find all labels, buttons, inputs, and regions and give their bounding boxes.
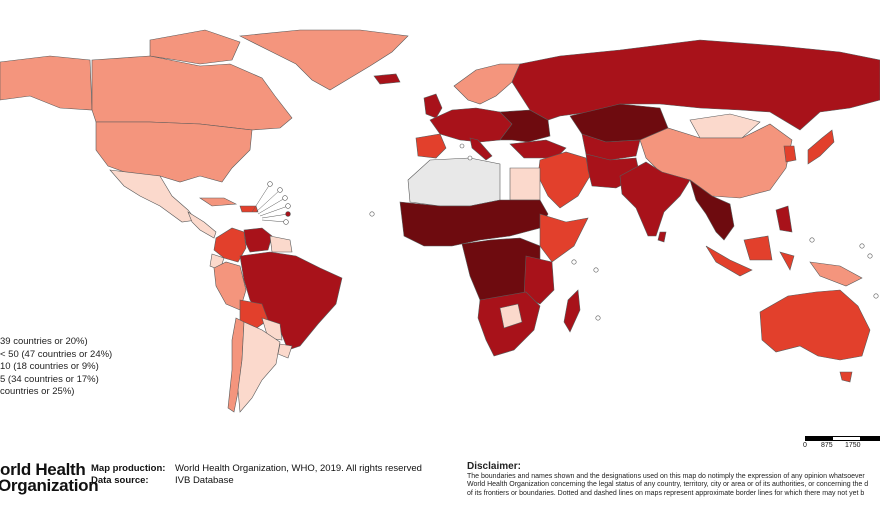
- middle-east: [537, 151, 591, 209]
- east-africa: [523, 255, 555, 305]
- map-credits: Map production: World Health Organization…: [91, 463, 422, 487]
- italy: [469, 137, 493, 161]
- sri-lanka: [657, 231, 667, 243]
- mexico: [109, 169, 197, 223]
- region-africa: [399, 157, 589, 357]
- data-source-value: IVB Database: [175, 475, 234, 486]
- scale-bar: 0 875 1750: [803, 436, 880, 456]
- venezuela: [243, 227, 273, 253]
- legend-row: 5 (34 countries or 17%): [0, 373, 99, 385]
- map-production-value: World Health Organization, WHO, 2019. Al…: [175, 463, 422, 474]
- turkey: [509, 139, 567, 159]
- legend: 39 countries or 20%) < 50 (47 countries …: [0, 306, 112, 399]
- data-source-label: Data source:: [91, 475, 149, 486]
- argentina: [237, 321, 281, 413]
- scale-tick: 0: [803, 442, 807, 449]
- peru: [213, 261, 247, 311]
- korea: [783, 145, 797, 163]
- guianas: [269, 235, 293, 253]
- iberia: [415, 133, 447, 159]
- north-africa: [407, 157, 501, 207]
- disclaimer-line: World Health Organization concerning the…: [467, 481, 869, 489]
- western-europe: [429, 107, 513, 143]
- indonesia: [705, 235, 795, 277]
- uk-ireland: [423, 93, 443, 119]
- botswana-zimbabwe: [499, 303, 523, 329]
- scale-bar-graphic: [805, 436, 880, 441]
- legend-row: < 50 (47 countries or 24%): [0, 348, 113, 360]
- japan: [807, 129, 835, 165]
- region-north-america: [0, 29, 409, 239]
- alaska: [0, 55, 93, 111]
- papua: [809, 261, 863, 287]
- philippines: [775, 205, 793, 233]
- scale-tick: 875: [821, 442, 833, 449]
- logo-line-1: orld Health: [0, 460, 86, 479]
- australia: [759, 289, 871, 361]
- small-territory-markers: [251, 143, 879, 321]
- disclaimer-title: Disclaimer:: [467, 461, 521, 472]
- canada: [91, 55, 293, 131]
- bolivia: [239, 299, 269, 331]
- logo-line-2: Organization: [0, 476, 99, 495]
- iceland: [373, 73, 401, 85]
- disclaimer-line: The boundaries and names shown and the d…: [467, 473, 865, 480]
- usa: [95, 121, 253, 183]
- mongolia: [689, 113, 761, 139]
- scale-tick: 1750: [845, 442, 861, 449]
- egypt: [509, 167, 541, 201]
- uruguay: [277, 343, 293, 359]
- legend-row: countries or 25%): [0, 386, 75, 397]
- who-logo-text: orld Health Organization: [0, 460, 99, 495]
- hispaniola: [239, 205, 259, 213]
- madagascar: [563, 289, 581, 333]
- sahel-west-africa: [399, 199, 549, 247]
- southeast-asia-mainland: [689, 179, 735, 241]
- disclaimer: Disclaimer: The boundaries and names sho…: [467, 461, 880, 498]
- legend-row: 39 countries or 20%): [0, 336, 88, 347]
- horn-of-africa: [539, 213, 589, 263]
- colombia: [213, 227, 247, 263]
- central-america: [187, 211, 217, 239]
- region-europe: [373, 63, 567, 161]
- russia: [511, 39, 880, 131]
- tasmania: [839, 371, 853, 383]
- scandinavia: [453, 63, 521, 105]
- cuba: [199, 197, 238, 207]
- greenland: [238, 29, 409, 91]
- map-production-label: Map production:: [91, 463, 166, 474]
- disclaimer-line: of its frontiers or boundaries. Dotted a…: [467, 489, 865, 497]
- world-map: [0, 29, 880, 413]
- india: [619, 161, 691, 237]
- legend-row: 10 (18 countries or 9%): [0, 361, 99, 372]
- region-south-america: [209, 227, 343, 413]
- region-oceania: [759, 289, 871, 383]
- region-asia: [511, 39, 880, 287]
